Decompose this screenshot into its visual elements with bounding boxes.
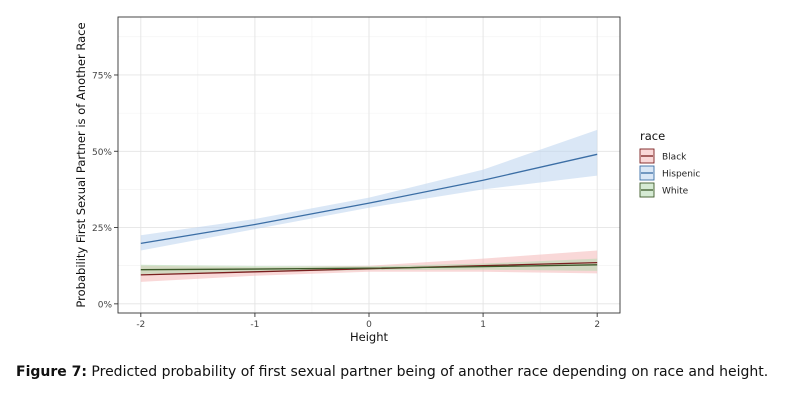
x-tick-label: -1 <box>250 320 259 330</box>
x-tick-label: 0 <box>366 320 372 330</box>
x-axis-label: Height <box>350 330 389 344</box>
legend-title: race <box>640 129 665 143</box>
series-line-white <box>140 264 598 271</box>
y-tick-label: 50% <box>92 148 112 158</box>
x-tick-label: -2 <box>136 320 145 330</box>
y-axis-label: Probability First Sexual Partner is of A… <box>74 22 88 307</box>
caption-label: Figure 7: <box>16 364 87 380</box>
x-tick-label: 1 <box>480 320 486 330</box>
legend-label-white: White <box>662 187 689 197</box>
legend-label-hispenic: Hispenic <box>662 170 700 180</box>
caption-text: Predicted probability of first sexual pa… <box>86 364 769 380</box>
legend: race Black Hispenic White <box>639 129 700 198</box>
confidence-band-black <box>140 250 598 282</box>
series-line-hispenic <box>140 153 598 245</box>
confidence-band-hispenic <box>140 129 598 251</box>
y-tick-label: 75% <box>92 71 112 81</box>
legend-label-black: Black <box>662 153 687 163</box>
x-tick-label: 2 <box>594 320 600 330</box>
confidence-band-white <box>140 258 598 274</box>
plot-area: 0% 25% 50% 75% -2 -1 0 1 2 Height Probability Firs… <box>74 16 621 344</box>
figure-caption: Figure 7: Predicted probability of first… <box>16 364 796 380</box>
y-tick-label: 0% <box>98 300 113 310</box>
y-tick-label: 25% <box>92 224 112 234</box>
